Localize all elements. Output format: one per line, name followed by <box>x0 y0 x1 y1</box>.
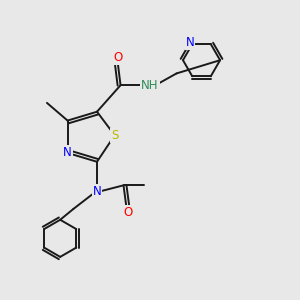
Text: S: S <box>111 129 118 142</box>
Text: O: O <box>123 206 133 219</box>
Text: N: N <box>93 185 101 198</box>
Text: N: N <box>63 146 72 159</box>
Text: N: N <box>185 36 194 49</box>
Text: O: O <box>113 51 122 64</box>
Text: NH: NH <box>141 79 159 92</box>
